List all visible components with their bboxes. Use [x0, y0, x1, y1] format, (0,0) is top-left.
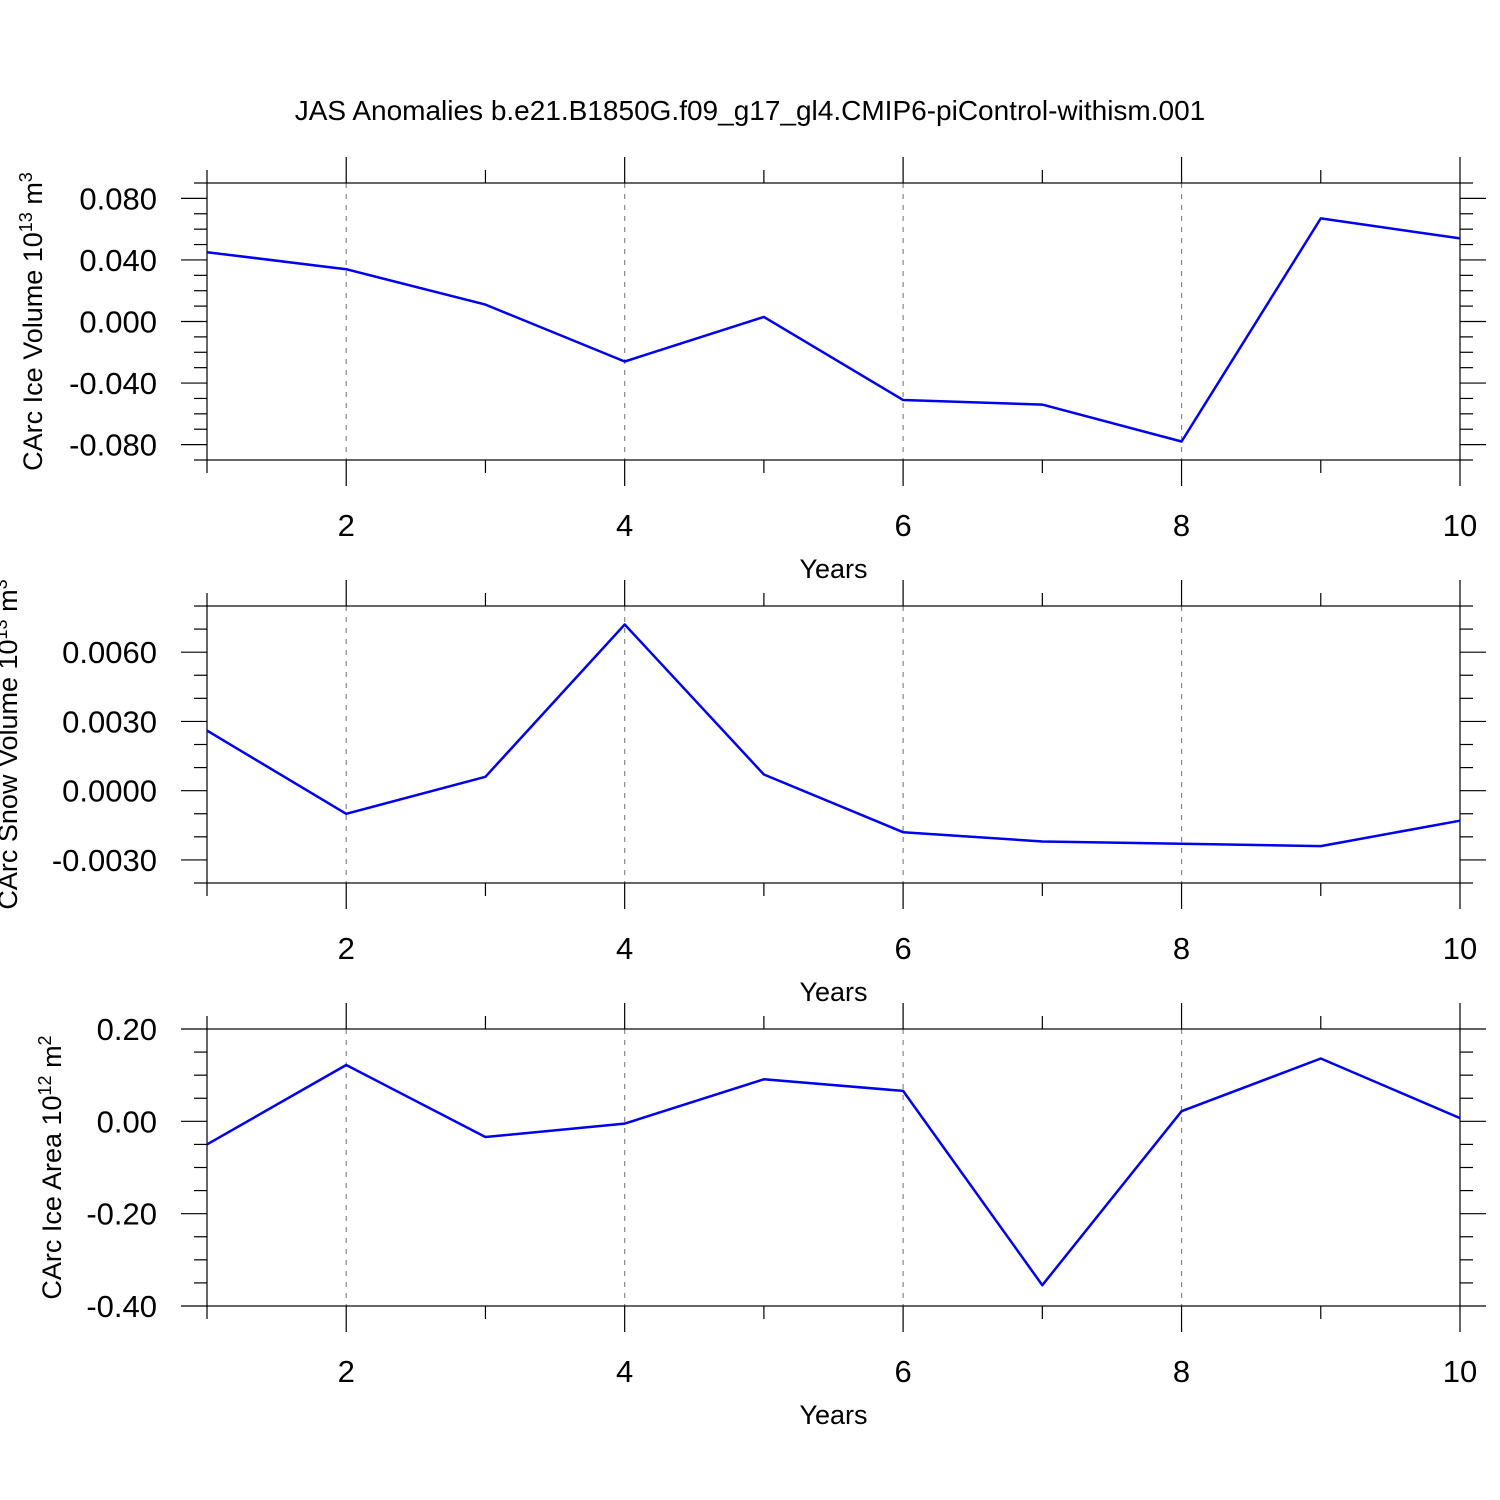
x-tick-label: 10: [1443, 931, 1477, 966]
x-tick-label: 4: [616, 508, 633, 543]
panels-group: 2 4 6 8 10 0.080 0.040 0.000 -0.040 -0.080 Years CA…: [0, 157, 1486, 1430]
x-tick-label: 4: [616, 1354, 633, 1389]
x-tick-label: 6: [894, 1354, 911, 1389]
y-axis-label-superscript: 12: [35, 1075, 55, 1095]
x-axis-label: Years: [799, 554, 867, 584]
y-tick-label: 0.0030: [62, 704, 157, 739]
series-line: [206, 217, 1461, 443]
x-tick-label: 2: [338, 508, 355, 543]
y-tick-label: 0.0000: [62, 774, 157, 809]
y-axis-label-part: m: [18, 182, 48, 212]
x-tick-label: 10: [1443, 508, 1477, 543]
plot-frame: [206, 605, 1461, 884]
series-line: [206, 623, 1461, 848]
y-tick-label: 0.00: [97, 1104, 157, 1139]
y-axis-label-superscript: 13: [0, 619, 11, 639]
x-tick-label: 10: [1443, 1354, 1477, 1389]
x-axis-label: Years: [799, 977, 867, 1007]
panel-2: 2 4 6 8 10 0.0060 0.0030 0.0000 -0.0030 Years CArc…: [0, 579, 1486, 1007]
y-axis-label-part: CArc Ice Volume 10: [18, 232, 48, 471]
y-axis-label-superscript: 3: [0, 579, 11, 589]
y-tick-label: 0.0060: [62, 635, 157, 670]
x-tick-label: 8: [1173, 1354, 1190, 1389]
y-tick-label: -0.20: [86, 1197, 157, 1232]
y-tick-label: 0.20: [97, 1012, 157, 1047]
x-tick-label: 6: [894, 508, 911, 543]
series-line: [206, 1057, 1461, 1287]
x-tick-label: 6: [894, 931, 911, 966]
x-tick-label: 8: [1173, 508, 1190, 543]
plot-frame: [206, 1028, 1461, 1307]
y-tick-label: -0.080: [69, 428, 157, 463]
x-axis-label: Years: [799, 1400, 867, 1430]
y-axis-label-superscript: 2: [35, 1035, 55, 1045]
chart-title: JAS Anomalies b.e21.B1850G.f09_g17_gl4.C…: [295, 95, 1206, 126]
y-axis-label-superscript: 3: [16, 172, 36, 182]
y-axis-label-part: CArc Ice Area 10: [37, 1095, 67, 1299]
y-tick-label: -0.0030: [52, 843, 157, 878]
y-tick-label: 0.080: [79, 181, 157, 216]
y-axis-label-superscript: 13: [16, 212, 36, 232]
x-tick-label: 4: [616, 931, 633, 966]
y-tick-label: 0.000: [79, 305, 157, 340]
x-tick-label: 2: [338, 931, 355, 966]
y-axis-label-part: m: [0, 589, 23, 619]
panel-1: 2 4 6 8 10 0.080 0.040 0.000 -0.040 -0.080 Years CA…: [16, 157, 1486, 584]
y-tick-label: -0.40: [86, 1289, 157, 1324]
y-axis-label-part: m: [37, 1045, 67, 1075]
panel-3: 2 4 6 8 10 0.20 0.00 -0.20 -0.40 Years CArc Ice Ar…: [35, 1003, 1486, 1430]
y-axis-label-part: CArc Snow Volume 10: [0, 639, 23, 909]
y-axis-label: CArc Snow Volume 1013 m3: [0, 579, 23, 909]
y-tick-label: 0.040: [79, 243, 157, 278]
y-tick-label: -0.040: [69, 366, 157, 401]
x-tick-label: 2: [338, 1354, 355, 1389]
y-axis-label: CArc Ice Area 1012 m2: [35, 1035, 67, 1299]
x-tick-label: 8: [1173, 931, 1190, 966]
y-axis-label: CArc Ice Volume 1013 m3: [16, 172, 48, 471]
plot-frame: [206, 182, 1461, 461]
